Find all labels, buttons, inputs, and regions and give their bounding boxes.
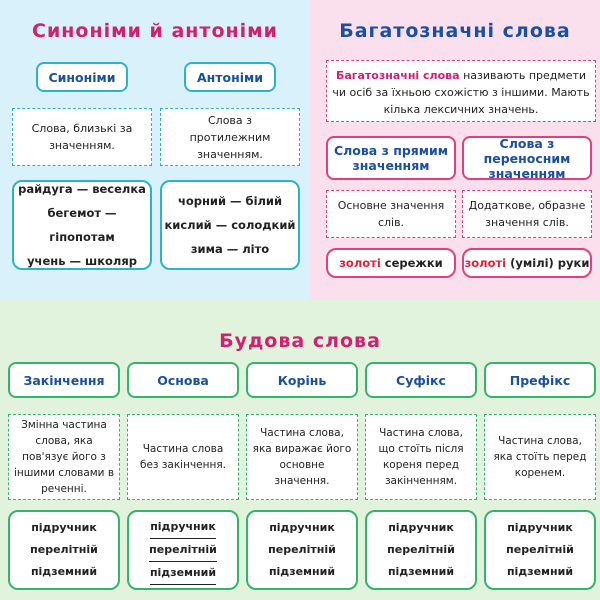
definition: Частина слова, яка виражає його основне … xyxy=(246,414,358,500)
structure-panel: Будова слова Закінчення Змінна частина сл… xyxy=(0,300,600,600)
definition: Слова, близькі за значенням. xyxy=(12,108,152,166)
example-word: підручник xyxy=(31,521,97,534)
examples: райдуга — веселка бегемот — гіпопотам учен… xyxy=(12,180,152,270)
examples: підручник перелітній підземний xyxy=(365,510,477,590)
example-word: підручник xyxy=(150,516,216,539)
highlight: золоті xyxy=(464,256,507,270)
example-word: підручник xyxy=(507,521,573,534)
definition: Основне значення слів. xyxy=(326,190,456,238)
example-word: перелітній xyxy=(149,539,217,562)
highlight: золоті xyxy=(339,256,381,270)
example-word: підземний xyxy=(30,565,98,578)
example: золоті сережки xyxy=(326,248,456,278)
column-heading: Антоніми xyxy=(184,62,276,92)
example-word: підземний xyxy=(506,565,574,578)
definition: Багатозначні слова називають предмети чи… xyxy=(326,60,596,122)
definition: Частина слова, яка стоїть перед коренем. xyxy=(484,414,596,500)
section-title: Багатозначні слова xyxy=(339,20,571,42)
examples: підручник перелітній підземний xyxy=(246,510,358,590)
definition: Змінна частина слова, яка пов'язує його … xyxy=(8,414,120,500)
examples: чорний — білий кислий — солодкий зима — лі… xyxy=(160,180,300,270)
example-word: перелітній xyxy=(30,543,98,556)
synonyms-panel: Синоніми й антоніми Синоніми Слова, близь… xyxy=(0,0,310,300)
example-word: підземний xyxy=(268,565,336,578)
column-heading: Синоніми xyxy=(36,62,128,92)
examples: підручник перелітній підземний xyxy=(127,510,239,590)
example-word: перелітній xyxy=(387,543,455,556)
example-word: підземний xyxy=(387,565,455,578)
definition: Додаткове, образне значення слів. xyxy=(462,190,592,238)
example: райдуга — веселка xyxy=(18,182,146,196)
example-word: підземний xyxy=(149,562,217,585)
definition: Слова з протилежним значенням. xyxy=(160,108,300,166)
example: чорний — білий xyxy=(177,194,283,208)
column-heading: Слова з прямим значенням xyxy=(326,136,456,180)
example: кислий — солодкий xyxy=(164,218,296,232)
definition: Частина слова, що стоїть після кореня пе… xyxy=(365,414,477,500)
section-title: Синоніми й антоніми xyxy=(32,20,278,42)
column-heading: Слова з переносним значенням xyxy=(462,136,592,181)
example: золоті (умілі) руки xyxy=(462,248,592,278)
example-word: перелітній xyxy=(268,543,336,556)
column-heading: Закінчення xyxy=(8,362,120,398)
definition: Частина слова без закінчення. xyxy=(127,414,239,500)
polysemy-panel: Багатозначні слова Багатозначні слова на… xyxy=(310,0,600,300)
column-heading: Корінь xyxy=(246,362,358,398)
examples: підручник перелітній підземний xyxy=(484,510,596,590)
term: Багатозначні слова xyxy=(335,69,460,82)
example: бегемот — гіпопотам xyxy=(47,206,117,244)
examples: підручник перелітній підземний xyxy=(8,510,120,590)
example-word: перелітній xyxy=(506,543,574,556)
example-rest: сережки xyxy=(384,256,443,270)
column-heading: Суфікс xyxy=(365,362,477,398)
example-word: підручник xyxy=(388,521,454,534)
example-rest: (умілі) руки xyxy=(510,256,590,270)
column-heading: Префікс xyxy=(484,362,596,398)
section-title: Будова слова xyxy=(219,330,381,352)
example-word: підручник xyxy=(269,521,335,534)
column-heading: Основа xyxy=(127,362,239,398)
example: зима — літо xyxy=(190,242,270,256)
definition-text: називають предмети чи осіб за їхньою схо… xyxy=(332,69,590,116)
example: учень — школяр xyxy=(27,254,137,268)
